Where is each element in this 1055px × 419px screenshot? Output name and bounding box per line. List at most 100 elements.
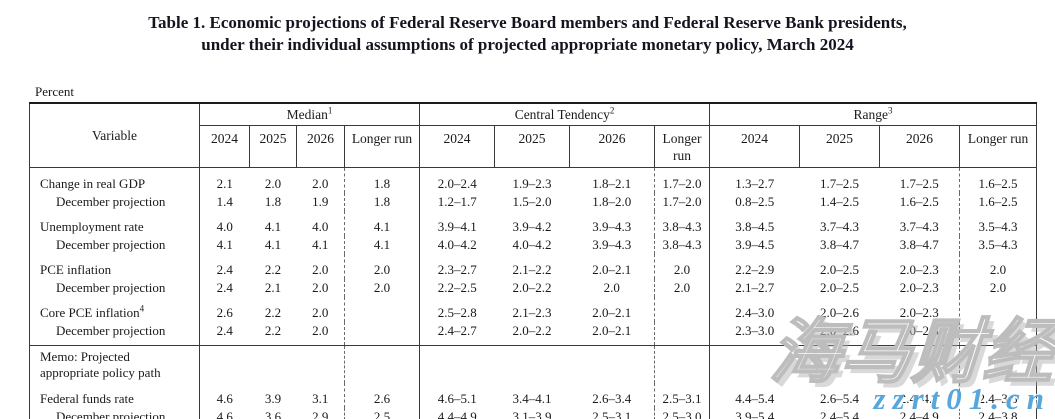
range-label: Range <box>853 107 889 122</box>
row-label: Memo: Projected appropriate policy path <box>29 345 200 383</box>
value-cell: 2.0–2.2 <box>512 323 552 338</box>
value-cell: 2.1–2.3 <box>512 305 552 320</box>
value-cell: 2.4–3.0 <box>709 297 800 322</box>
value-cell: 3.1 <box>312 391 329 406</box>
value-cell: 2.2 <box>264 305 282 320</box>
value-cell: 4.1 <box>344 211 420 236</box>
value-cell: 3.1–3.9 <box>512 409 552 419</box>
value-cell: 2.4 <box>199 254 250 279</box>
value-cell <box>799 345 880 383</box>
range-section-header: Range3 <box>709 103 1037 126</box>
table-body: Change in real GDP 2.1 2.0 2.0 1.8 2.0–2.4 1.9… <box>29 167 1037 419</box>
table-row: Federal funds rate 4.6 3.9 3.1 2.6 4.6–5.1 3.4… <box>30 383 1037 408</box>
value-cell: 1.8 <box>344 167 420 193</box>
row-label: PCE inflation <box>40 262 112 277</box>
value-cell: 2.2 <box>264 262 282 277</box>
value-cell <box>959 322 1037 346</box>
row-label: December projection <box>56 194 166 209</box>
ct-2025-header: 2025 <box>494 125 570 168</box>
value-cell: 2.3–3.0 <box>709 322 800 346</box>
value-cell: 2.1–2.2 <box>512 262 552 277</box>
value-cell: 3.7–4.3 <box>899 219 939 234</box>
value-cell <box>569 345 655 383</box>
value-cell: 1.8 <box>264 194 282 209</box>
value-cell: 2.0–2.1 <box>592 305 632 320</box>
range-2026-header: 2026 <box>879 125 960 168</box>
value-cell: 2.0–2.5 <box>820 262 860 277</box>
value-cell: 2.5–3.1 <box>592 409 632 419</box>
value-cell <box>494 345 570 383</box>
table-header: Variable Median1 Central Tendency2 Range… <box>29 103 1037 168</box>
value-cell: 2.9 <box>312 409 329 419</box>
value-cell: 3.8–4.7 <box>899 237 939 252</box>
value-cell: 2.4–3.8 <box>959 383 1037 408</box>
variable-header-label: Variable <box>92 127 137 143</box>
value-cell: 3.6 <box>264 409 282 419</box>
value-cell: 2.0 <box>312 305 329 320</box>
value-cell: 2.0 <box>653 254 710 279</box>
value-cell: 4.0 <box>199 211 250 236</box>
table-row: December projection 1.4 1.8 1.9 1.8 1.2–1.7 1.… <box>30 193 1037 211</box>
value-cell: 2.0 <box>344 279 420 297</box>
median-section-header: Median1 <box>199 103 420 126</box>
value-cell: 2.0 <box>344 254 420 279</box>
median-2026-header: 2026 <box>296 125 345 168</box>
value-cell: 3.8–4.3 <box>653 211 710 236</box>
value-cell: 2.0 <box>312 280 329 295</box>
table-row: Unemployment rate 4.0 4.1 4.0 4.1 3.9–4.1 3.9–… <box>30 211 1037 236</box>
value-cell: 1.2–1.7 <box>419 193 495 211</box>
value-cell: 2.0–2.5 <box>820 280 860 295</box>
value-cell: 1.4–2.5 <box>820 194 860 209</box>
value-cell: 2.6 <box>344 383 420 408</box>
value-cell: 3.9–4.3 <box>592 237 632 252</box>
value-cell: 4.0–4.2 <box>512 237 552 252</box>
value-cell: 3.9–4.3 <box>592 219 632 234</box>
memo-row: Memo: Projected appropriate policy path <box>29 345 1037 383</box>
value-cell: 4.4–5.4 <box>709 383 800 408</box>
value-cell: 3.8–4.3 <box>653 236 710 254</box>
row-label: Core PCE inflation4 <box>40 303 145 320</box>
value-cell: 1.8–2.0 <box>592 194 632 209</box>
value-cell: 2.0 <box>312 262 329 277</box>
year-header-row: 2024 2025 2026 Longer run 2024 2025 2026… <box>30 125 1037 168</box>
value-cell: 0.8–2.5 <box>709 193 800 211</box>
value-cell: 1.8–2.1 <box>592 176 632 191</box>
value-cell: 2.0–2.6 <box>820 323 860 338</box>
ct-longer-run-header: Longer run <box>653 125 710 168</box>
value-cell: 2.4 <box>199 322 250 346</box>
value-cell: 1.9 <box>312 194 329 209</box>
value-cell <box>959 345 1037 383</box>
value-cell: 2.5–2.8 <box>419 297 495 322</box>
row-label: December projection <box>56 237 166 252</box>
value-cell: 1.6–2.5 <box>959 193 1037 211</box>
value-cell: 3.5–4.3 <box>959 236 1037 254</box>
value-cell <box>344 345 420 383</box>
value-cell: 2.5–3.0 <box>653 408 710 419</box>
value-cell: 2.0–2.4 <box>419 167 495 193</box>
table-row: December projection 2.4 2.2 2.0 2.4–2.7 2.0–2… <box>30 322 1037 346</box>
value-cell: 2.4–2.7 <box>419 322 495 346</box>
row-label: December projection <box>56 280 166 295</box>
table-title: Table 1. Economic projections of Federal… <box>0 0 1055 56</box>
value-cell: 1.7–2.5 <box>820 176 860 191</box>
value-cell <box>419 345 495 383</box>
range-footnote-mark: 3 <box>888 105 893 116</box>
median-footnote-mark: 1 <box>327 105 333 116</box>
range-2024-header: 2024 <box>709 125 800 168</box>
value-cell: 1.8 <box>344 193 420 211</box>
median-longer-run-header: Longer run <box>344 125 420 168</box>
value-cell: 2.6–3.4 <box>592 391 632 406</box>
value-cell: 2.1 <box>199 167 250 193</box>
value-cell <box>959 297 1037 322</box>
value-cell: 3.9–5.4 <box>709 408 800 419</box>
value-cell: 2.5 <box>344 408 420 419</box>
value-cell <box>249 345 297 383</box>
table-row: December projection 4.1 4.1 4.1 4.1 4.0–4.2 4.… <box>30 236 1037 254</box>
median-2025-header: 2025 <box>249 125 297 168</box>
value-cell: 3.8–4.7 <box>820 237 860 252</box>
value-cell <box>653 297 710 322</box>
value-cell: 3.5–4.3 <box>959 211 1037 236</box>
value-cell: 4.1 <box>312 237 329 252</box>
row-label: Federal funds rate <box>40 391 134 406</box>
value-cell: 4.1 <box>344 236 420 254</box>
